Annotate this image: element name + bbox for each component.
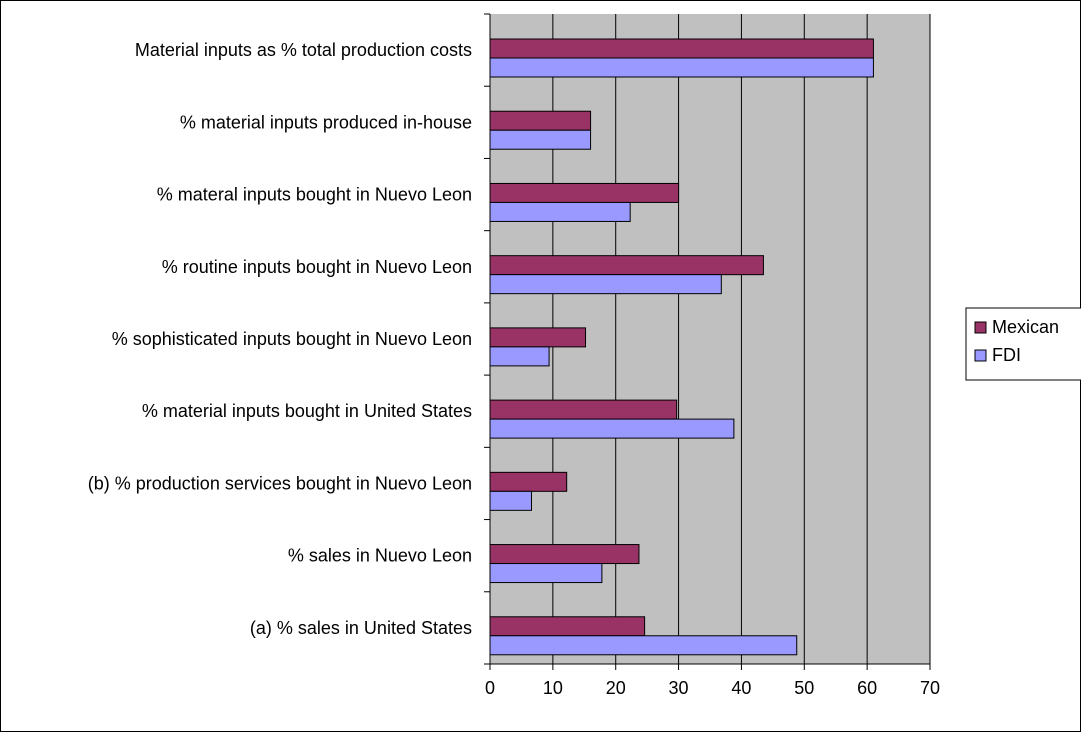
bar-mexican-8 [489,616,646,637]
bar-mexican-4 [489,327,587,348]
bar-fdi-6 [489,490,532,511]
x-tick-label: 70 [920,678,940,698]
legend-box [965,307,1081,381]
bar-fdi-1 [489,129,592,150]
x-tick-label: 0 [485,678,495,698]
category-label: % material inputs produced in-house [180,112,472,132]
category-label: (b) % production services bought in Nuev… [88,473,472,493]
bar-mexican-5 [489,399,678,420]
x-tick-label: 60 [857,678,877,698]
bar-fdi-4 [489,346,550,367]
x-tick-label: 10 [543,678,563,698]
category-label: % material inputs bought in United State… [142,401,472,421]
bar-fdi-3 [489,274,722,295]
category-label: % sophisticated inputs bought in Nuevo L… [112,329,472,349]
category-label: (a) % sales in United States [250,618,472,638]
bar-mexican-1 [489,110,592,131]
legend-swatch-mexican [974,321,987,334]
bar-fdi-2 [489,201,631,222]
category-label: Material inputs as % total production co… [135,40,472,60]
x-tick-label: 50 [794,678,814,698]
bar-mexican-6 [489,471,568,492]
legend-label-mexican: Mexican [992,317,1059,337]
bar-mexican-7 [489,544,640,565]
bar-fdi-7 [489,563,603,584]
category-label: % routine inputs bought in Nuevo Leon [162,257,472,277]
x-tick-label: 40 [731,678,751,698]
bar-fdi-5 [489,418,735,439]
x-tick-label: 30 [669,678,689,698]
bar-fdi-8 [489,635,798,656]
legend-label-fdi: FDI [992,345,1021,365]
bar-mexican-2 [489,182,680,203]
category-label: % materal inputs bought in Nuevo Leon [157,185,472,205]
bar-mexican-3 [489,255,764,276]
x-tick-label: 20 [606,678,626,698]
bar-mexican-0 [489,38,874,59]
bar-fdi-0 [489,57,874,78]
legend-swatch-fdi [974,349,987,362]
category-label: % sales in Nuevo Leon [288,546,472,566]
